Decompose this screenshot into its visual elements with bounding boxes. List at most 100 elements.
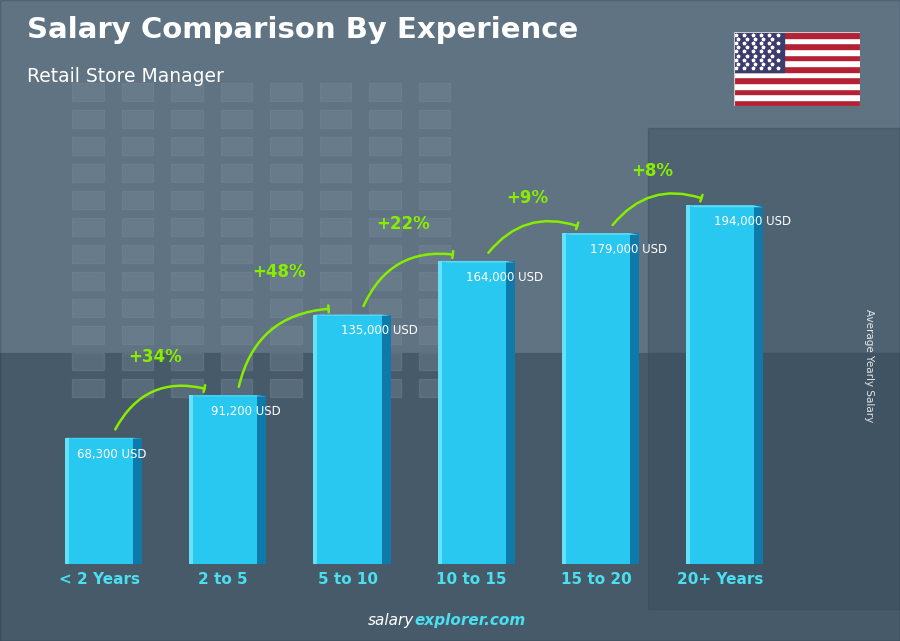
Text: +48%: +48% [252,263,306,281]
Text: 91,200 USD: 91,200 USD [211,406,281,419]
Polygon shape [189,395,266,396]
Bar [320,353,351,370]
Polygon shape [686,206,763,207]
Polygon shape [754,206,763,564]
Bar [122,83,153,101]
Bar [686,206,690,564]
Bar [72,353,104,370]
Bar [369,272,400,290]
Bar [734,38,860,44]
Text: explorer.com: explorer.com [414,613,526,628]
Bar [220,245,252,263]
Polygon shape [257,395,266,564]
Bar [171,83,202,101]
Bar [171,218,202,236]
Bar [171,137,202,155]
Bar [418,137,450,155]
Bar [72,137,104,155]
Bar [418,379,450,397]
Text: +34%: +34% [128,347,182,366]
Text: +8%: +8% [631,162,673,179]
Bar [220,137,252,155]
Bar [72,379,104,397]
Bar [72,299,104,317]
Bar [418,164,450,182]
Bar [437,261,442,564]
Bar [418,245,450,263]
Bar [562,233,566,564]
Bar [220,299,252,317]
Bar [171,110,202,128]
Bar [122,272,153,290]
Bar [220,218,252,236]
Bar [734,100,860,106]
Bar [122,110,153,128]
Bar [65,438,69,564]
Bar [122,164,153,182]
Bar [72,164,104,182]
Bar [369,110,400,128]
Bar [171,299,202,317]
Bar [171,272,202,290]
Text: 68,300 USD: 68,300 USD [76,448,146,461]
Bar [734,60,860,66]
Bar [270,164,302,182]
Bar [734,49,860,54]
Bar [171,164,202,182]
Bar [418,83,450,101]
Bar [122,191,153,209]
Text: 135,000 USD: 135,000 USD [341,324,419,337]
Text: 194,000 USD: 194,000 USD [714,215,791,228]
Text: 179,000 USD: 179,000 USD [590,243,667,256]
Bar [418,218,450,236]
Bar [122,353,153,370]
Bar [72,218,104,236]
Bar [0,353,900,641]
Bar [734,78,860,83]
Bar [270,326,302,344]
Bar [418,326,450,344]
Bar [437,261,506,564]
Polygon shape [382,315,391,564]
Bar [369,379,400,397]
Bar [270,299,302,317]
Bar [734,32,860,38]
Bar [270,245,302,263]
Bar [313,315,382,564]
Bar [171,326,202,344]
Bar [171,245,202,263]
Bar [171,379,202,397]
Bar [72,83,104,101]
Bar [320,164,351,182]
Bar [72,110,104,128]
Bar [320,379,351,397]
Bar [270,191,302,209]
Bar [122,379,153,397]
Bar [320,326,351,344]
Bar [369,245,400,263]
Polygon shape [506,261,515,564]
Bar [189,395,194,564]
Bar [369,83,400,101]
Text: +9%: +9% [507,189,549,208]
Text: Salary Comparison By Experience: Salary Comparison By Experience [27,16,578,44]
Text: 164,000 USD: 164,000 USD [465,271,543,284]
Bar [369,353,400,370]
Bar [122,137,153,155]
Text: +22%: +22% [376,215,430,233]
Bar [220,164,252,182]
Bar [369,326,400,344]
Bar [270,272,302,290]
Bar [72,191,104,209]
Text: salary: salary [368,613,414,628]
Bar [220,353,252,370]
Bar [270,379,302,397]
Bar [270,353,302,370]
Bar [320,110,351,128]
Polygon shape [630,233,639,564]
Bar [122,326,153,344]
Bar [418,272,450,290]
Text: Retail Store Manager: Retail Store Manager [27,67,224,87]
Bar [320,272,351,290]
Bar [220,83,252,101]
